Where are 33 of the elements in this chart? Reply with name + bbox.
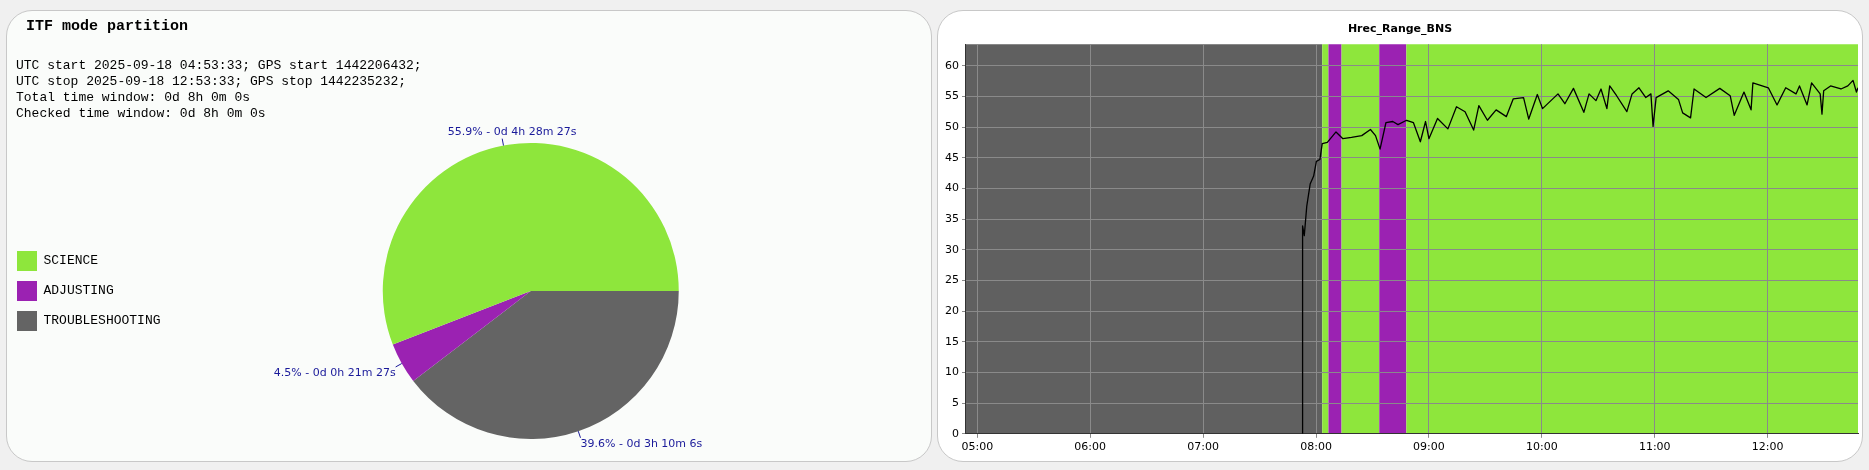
text: UTC stop 2025-09-18 12:53:33; GPS stop 1442235232; <box>16 74 407 90</box>
y-tick-label: 40 <box>945 181 959 195</box>
y-tick-label: 20 <box>945 303 959 317</box>
y-tick-label: 55 <box>945 89 959 103</box>
y-tick-label: 0 <box>952 426 959 440</box>
text: UTC start 2025-09-18 04:53:33; GPS start 1442206432; <box>16 58 422 74</box>
y-tick-label: 25 <box>945 273 959 287</box>
x-tick-label: 12:00 <box>1751 440 1784 454</box>
y-tick-label: 60 <box>945 58 959 72</box>
x-tick-label: 09:00 <box>1413 440 1445 454</box>
y-tick-label: 10 <box>945 365 959 379</box>
y-tick-label: 5 <box>952 395 959 409</box>
legend-label: ADJUSTING <box>43 283 114 299</box>
legend-label: TROUBLESHOOTING <box>43 313 161 329</box>
x-tick-label: 06:00 <box>1074 440 1107 454</box>
chart-title: Hrec_Range_BNS <box>1347 22 1453 36</box>
legend-label: SCIENCE <box>43 253 99 269</box>
data-label: 4.5% - 0d 0h 21m 27s <box>273 366 396 380</box>
y-tick-label: 30 <box>945 242 959 256</box>
x-tick-label: 05:00 <box>961 440 994 454</box>
text: Checked time window: 0d 8h 0m 0s <box>16 106 266 122</box>
y-tick-label: 35 <box>945 211 959 225</box>
text: Total time window: 0d 8h 0m 0s <box>16 90 251 106</box>
y-tick-label: 15 <box>945 334 959 348</box>
chart-title: ITF mode partition <box>26 17 189 35</box>
x-tick-label: 10:00 <box>1526 440 1558 454</box>
x-tick-label: 07:00 <box>1187 440 1219 454</box>
y-tick-label: 50 <box>945 119 959 133</box>
x-tick-label: 11:00 <box>1638 440 1671 454</box>
data-label: 39.6% - 0d 3h 10m 6s <box>580 437 703 451</box>
y-tick-label: 45 <box>945 150 959 164</box>
x-tick-label: 08:00 <box>1300 440 1332 454</box>
data-label: 55.9% - 0d 4h 28m 27s <box>447 125 577 139</box>
